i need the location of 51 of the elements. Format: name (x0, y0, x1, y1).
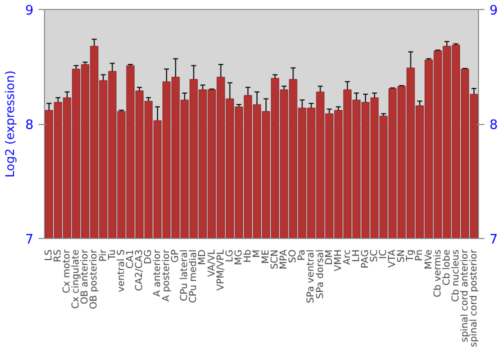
x-tick-label: LS (44, 249, 55, 261)
x-tick-label: Arc (342, 249, 353, 265)
y2-tick-label: 9 (490, 4, 498, 18)
x-tick-label: CA2/CA3 (134, 249, 145, 292)
y-tick-label: 7 (25, 232, 34, 248)
x-tick-label: SO (288, 249, 299, 264)
x-tick-label: GP (170, 249, 182, 263)
x-tick-label: IC (378, 249, 390, 259)
x-tick-label: Cb nucleus (450, 249, 462, 302)
x-tick-label: Pn (414, 249, 426, 262)
x-tick-label: MPA (278, 249, 290, 270)
y2-tick-label: 8 (490, 118, 498, 133)
x-tick-label: Pir (98, 249, 109, 262)
x-tick-label: DG (142, 249, 154, 264)
x-tick-label: VPM/VPL (215, 248, 226, 291)
x-tick-label: DM (324, 249, 335, 266)
x-tick-label: LG (224, 250, 236, 262)
x-tick-label: PAG (360, 249, 371, 268)
x-tick-label: ventral S (116, 249, 127, 292)
x-tick-label: SPa dorsal (314, 249, 326, 299)
x-tick-label: spinal cord posterior (468, 249, 480, 348)
x-tick-label: VMH (332, 249, 344, 272)
x-tick-label: LH (350, 250, 362, 262)
x-tick-label: M (251, 249, 262, 258)
x-tick-label: MD (197, 249, 208, 266)
x-tick-label: SN (396, 249, 408, 263)
x-tick-label: Tg (405, 249, 416, 262)
x-tick-label: MG (233, 249, 244, 266)
x-tick-label: MVe (423, 249, 434, 270)
x-tick-label: SCN (270, 249, 281, 270)
x-tick-label: Cx cingulate (70, 249, 82, 309)
x-tick-label: SC (369, 249, 380, 262)
x-tick-label: VTA (387, 249, 398, 268)
x-tick-label: OB posterior (88, 249, 100, 310)
x-tick-label: spinal cord anterior (459, 249, 470, 342)
y-tick-label: 9 (25, 4, 34, 18)
x-tick-label: Tu (106, 249, 118, 261)
x-tick-label: Hb (242, 249, 254, 263)
x-tick-label: A posterior (161, 249, 172, 302)
x-tick-label: VA/VL (206, 248, 218, 277)
x-tick-label: Cb lobe (441, 249, 452, 286)
x-tick-label: Cb vermis (432, 249, 444, 298)
y2-tick-label: 7 (490, 232, 498, 248)
x-tick-label: CA1 (124, 249, 136, 269)
y-axis-title: Log2 (expression) (3, 70, 18, 178)
x-tick-label: CPu medial (188, 249, 200, 303)
y-tick-label: 8 (25, 118, 34, 133)
x-tick-label: Pa (296, 250, 308, 261)
x-tick-label: RS (52, 249, 64, 262)
x-tick-label: ME (260, 249, 272, 264)
x-tick-label: SPa ventral (306, 249, 317, 304)
